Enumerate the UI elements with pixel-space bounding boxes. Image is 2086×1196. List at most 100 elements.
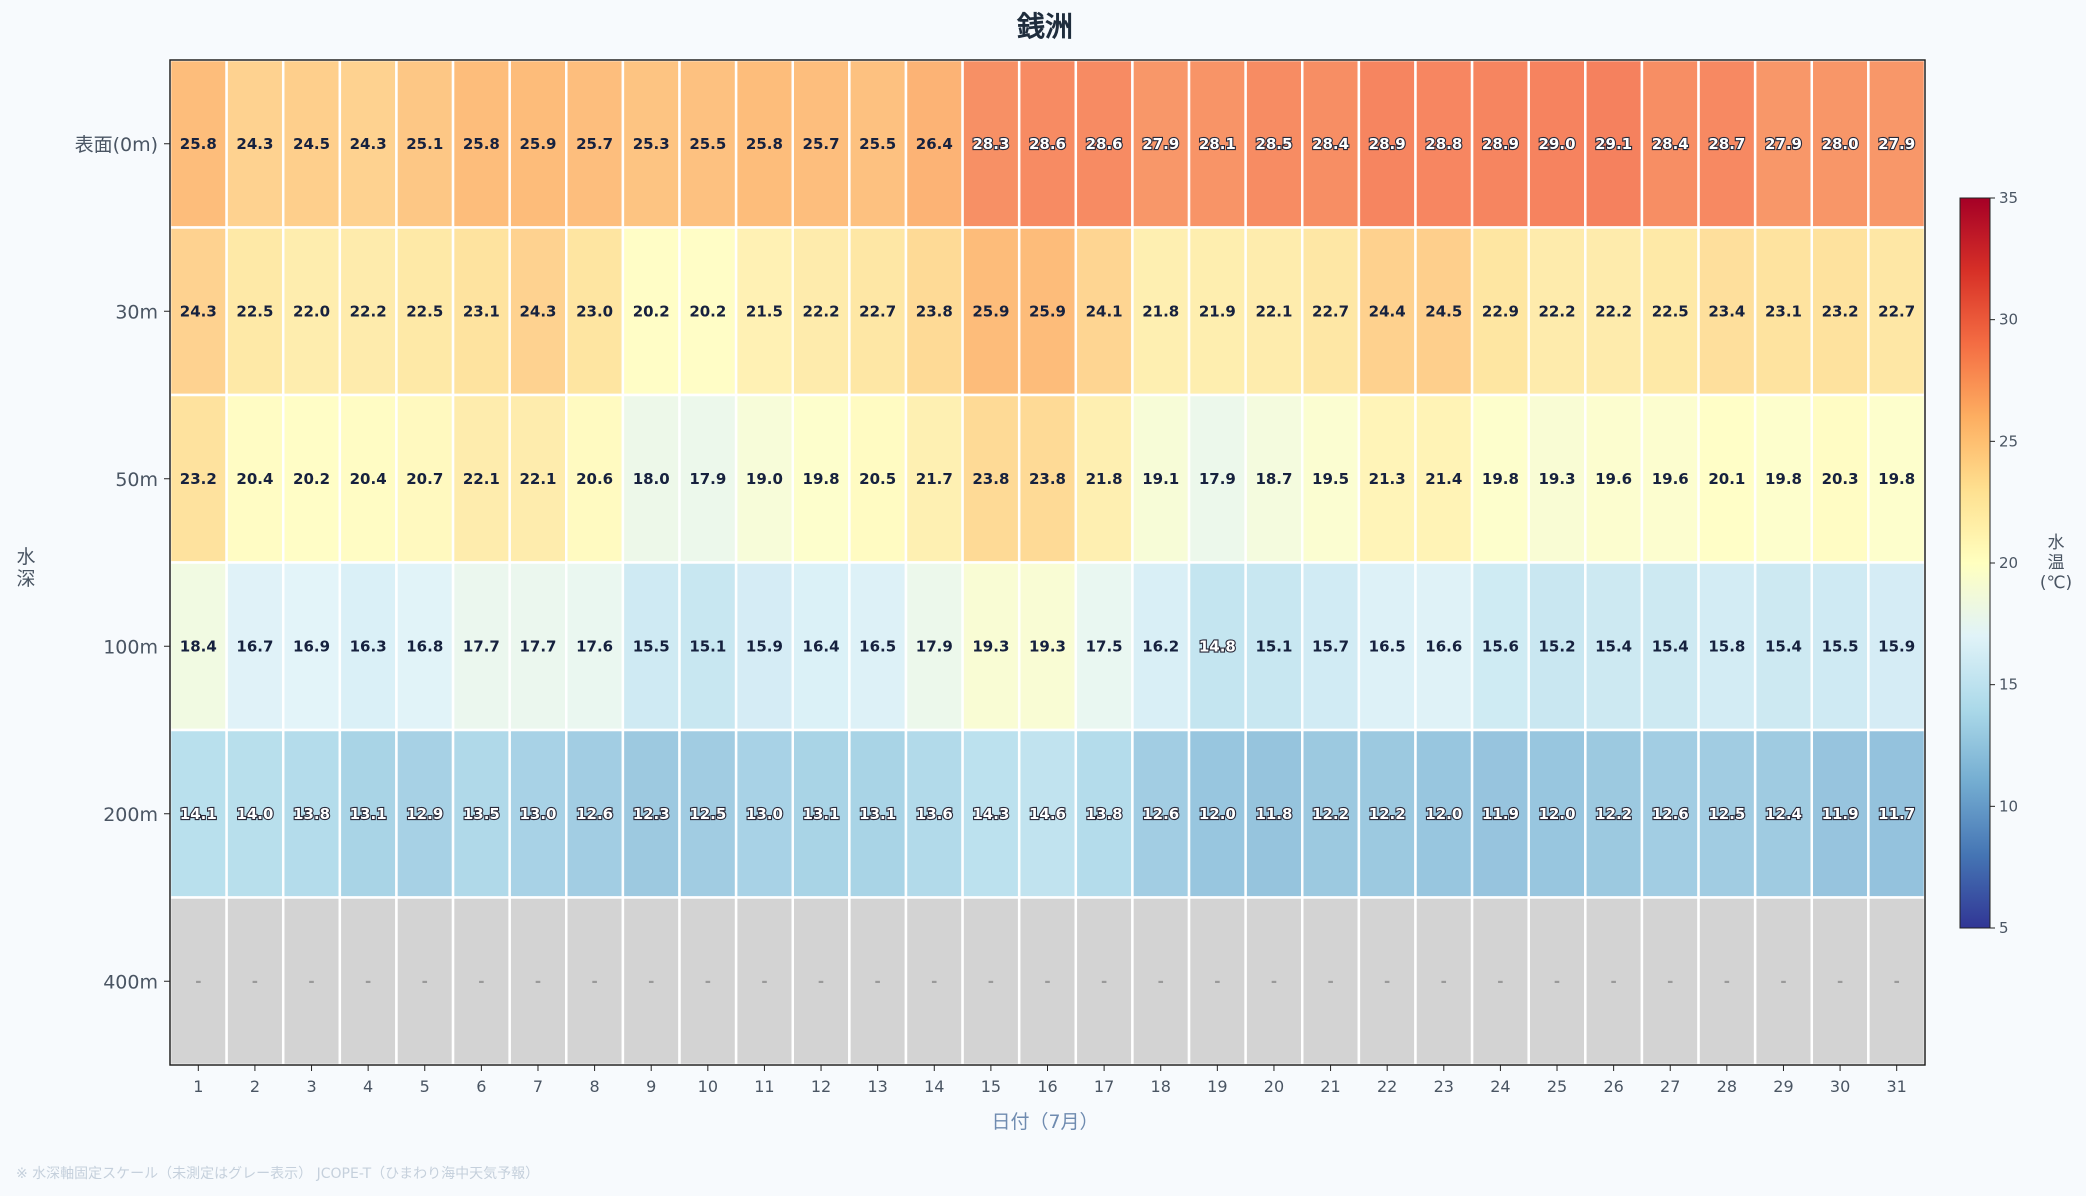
cell-value-label: 21.3	[1369, 470, 1406, 488]
cell-value-label: 12.3	[633, 805, 670, 823]
heatmap-cell	[1867, 728, 1927, 899]
cell-value-label: -	[1667, 972, 1673, 990]
cell-value-label: -	[761, 972, 767, 990]
x-tick-label: 19	[1207, 1077, 1227, 1096]
cell-value-label: 20.2	[293, 470, 330, 488]
heatmap-cell	[1584, 728, 1644, 899]
cell-value-label: 24.3	[350, 135, 387, 153]
heatmap-cell	[1584, 393, 1644, 564]
cell-value-label: 15.1	[1255, 637, 1292, 655]
heatmap-cell	[1640, 896, 1700, 1067]
heatmap-cell	[1131, 226, 1191, 397]
heatmap-cell	[1414, 728, 1474, 899]
cell-value-label: -	[1497, 972, 1503, 990]
x-axis-ticks: 1 2 3 4 5 6 7 8 9 10 11 12 13 14 15 16 17 18 19 20 21 22 23 24 2…	[193, 1065, 1907, 1096]
cell-value-label: 15.5	[633, 637, 670, 655]
heatmap-cell	[1753, 58, 1814, 229]
x-tick-label: 15	[981, 1077, 1001, 1096]
cell-value-label: -	[648, 972, 654, 990]
colorbar-tick-label: 25	[1999, 432, 2018, 450]
heatmap-cell	[1187, 561, 1247, 732]
heatmap-cell	[1414, 226, 1474, 397]
heatmap-cell	[1470, 896, 1530, 1067]
heatmap-cell	[791, 561, 851, 732]
cell-value-label: 12.0	[1539, 805, 1576, 823]
cell-value-label: 12.6	[1652, 805, 1689, 823]
heatmap-cell	[1470, 728, 1530, 899]
cell-value-label: 15.9	[746, 637, 783, 655]
cell-value-label: 19.1	[1142, 470, 1179, 488]
x-tick-label: 28	[1717, 1077, 1737, 1096]
cell-value-label: 15.8	[1708, 637, 1745, 655]
heatmap-cell	[904, 728, 964, 899]
x-tick-label: 8	[590, 1077, 600, 1096]
cell-value-label: 13.1	[350, 805, 387, 823]
cell-value-label: 22.9	[1482, 302, 1519, 320]
cell-value-label: -	[252, 972, 258, 990]
cell-value-label: 16.5	[859, 637, 896, 655]
heatmap-cell	[225, 58, 285, 229]
cell-value-label: 11.7	[1878, 805, 1915, 823]
heatmap-cell	[1470, 226, 1530, 397]
heatmap-cell	[338, 393, 398, 564]
heatmap-cell	[395, 393, 455, 564]
cell-value-label: -	[1441, 972, 1447, 990]
y-axis-ticks: 表面(0m) 30m 50m 100m 200m 400m	[75, 134, 170, 993]
heatmap-cell	[1017, 58, 1078, 229]
cell-value-label: 15.4	[1595, 637, 1632, 655]
cell-value-label: 19.3	[1029, 637, 1066, 655]
cell-value-label: 27.9	[1142, 135, 1179, 153]
x-tick-label: 3	[306, 1077, 316, 1096]
cell-value-label: 24.5	[1425, 302, 1462, 320]
x-tick-label: 10	[698, 1077, 718, 1096]
cell-value-label: 20.2	[633, 302, 670, 320]
cell-value-label: 23.2	[180, 470, 217, 488]
cell-value-label: 21.7	[916, 470, 953, 488]
x-tick-label: 17	[1094, 1077, 1114, 1096]
heatmap-cell	[281, 728, 342, 899]
cell-value-label: 15.5	[1822, 637, 1859, 655]
x-tick-label: 9	[646, 1077, 656, 1096]
cell-value-label: 20.5	[859, 470, 896, 488]
heatmap-cell	[961, 561, 1021, 732]
colorbar-tick-label: 30	[1999, 311, 2018, 329]
cell-value-label: -	[1780, 972, 1786, 990]
cell-value-label: 21.9	[1199, 302, 1236, 320]
cell-value-label: 12.2	[1595, 805, 1632, 823]
cell-value-label: 22.2	[803, 302, 840, 320]
cell-value-label: 15.7	[1312, 637, 1349, 655]
cell-value-label: 25.3	[633, 135, 670, 153]
cell-value-label: 29.0	[1539, 135, 1576, 153]
cell-value-label: 21.8	[1086, 470, 1123, 488]
heatmap-cell	[621, 561, 681, 732]
x-axis-label: 日付（7月）	[991, 1111, 1098, 1133]
cell-value-label: 25.7	[803, 135, 840, 153]
heatmap-cell	[961, 728, 1021, 899]
cell-value-label: 21.4	[1425, 470, 1462, 488]
heatmap-cell	[1074, 226, 1134, 397]
heatmap-cell	[734, 896, 794, 1067]
cell-value-label: -	[1554, 972, 1560, 990]
heatmap-cell	[1074, 393, 1134, 564]
heatmap-cell	[508, 728, 568, 899]
cell-value-label: 24.3	[236, 135, 273, 153]
cell-value-label: 12.5	[1708, 805, 1745, 823]
heatmap-cell	[1017, 393, 1078, 564]
cell-value-label: 17.9	[916, 637, 953, 655]
heatmap-cell	[225, 561, 285, 732]
heatmap-cell	[1810, 226, 1870, 397]
cell-value-label: 22.5	[406, 302, 443, 320]
x-tick-label: 4	[363, 1077, 373, 1096]
heatmap-cell	[1244, 58, 1304, 229]
cell-value-label: 12.2	[1369, 805, 1406, 823]
cell-value-label: 13.1	[859, 805, 896, 823]
heatmap-cell	[1187, 728, 1247, 899]
cell-value-label: 25.9	[519, 135, 556, 153]
cell-value-label: 11.9	[1822, 805, 1859, 823]
cell-value-label: 22.2	[1595, 302, 1632, 320]
cell-value-label: 23.4	[1708, 302, 1745, 320]
cell-value-label: 18.0	[633, 470, 670, 488]
x-tick-label: 29	[1773, 1077, 1793, 1096]
cell-value-label: 24.4	[1369, 302, 1406, 320]
x-tick-label: 6	[476, 1077, 486, 1096]
